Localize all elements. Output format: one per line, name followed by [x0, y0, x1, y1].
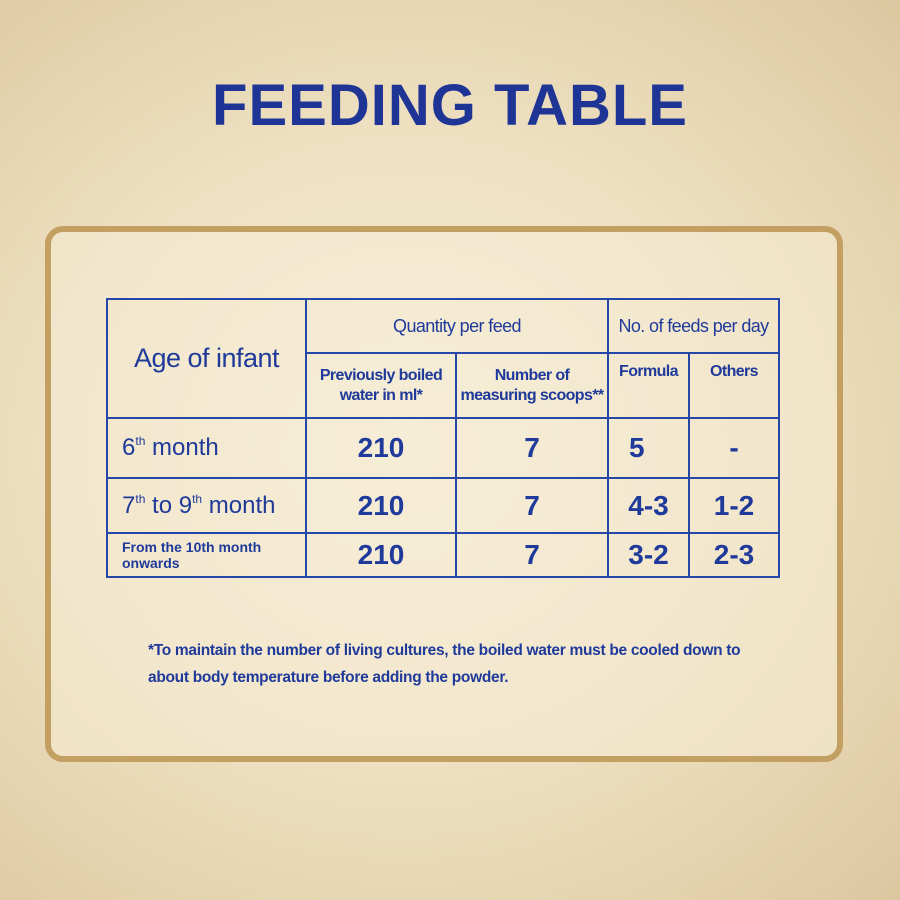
footnote: *To maintain the number of living cultur… [148, 642, 741, 686]
superscript: th [135, 434, 146, 448]
others-cell: 1-2 [688, 477, 780, 534]
age-text: to 9 [145, 491, 193, 519]
table-row: From the 10th month onwards 210 7 3-2 2-3 [106, 532, 780, 578]
age-cell: 6th month [106, 417, 307, 479]
scoops-cell: 7 [455, 532, 609, 578]
age-text: month [202, 491, 276, 519]
header-feeds: No. of feeds per day [607, 298, 780, 354]
others-cell: - [688, 417, 780, 479]
formula-cell: 4-3 [607, 477, 690, 534]
header-formula: Formula [607, 352, 690, 419]
formula-cell: 3-2 [607, 532, 690, 578]
header-quantity: Quantity per feed [305, 298, 609, 354]
age-cell: From the 10th month onwards [106, 532, 307, 578]
water-cell: 210 [305, 477, 457, 534]
scoops-cell: 7 [455, 477, 609, 534]
superscript: th [192, 491, 203, 506]
formula-cell: 5 [607, 417, 690, 479]
scoops-cell: 7 [455, 417, 609, 479]
age-text: month [145, 434, 219, 461]
age-text: From the 10th month onwards [122, 539, 262, 571]
title: FEEDING TABLE [212, 73, 688, 138]
others-cell: 2-3 [688, 532, 780, 578]
feeding-table: Age of infant Quantity per feed No. of f… [106, 298, 780, 578]
header-scoops: Number of measuring scoops** [455, 352, 609, 419]
age-text: 6 [122, 434, 136, 461]
table-row: 6th month 210 7 5- [106, 417, 780, 479]
water-cell: 210 [305, 417, 457, 479]
water-cell: 210 [305, 532, 457, 578]
header-age: Age of infant [106, 298, 307, 419]
superscript: th [135, 491, 146, 506]
header-others: Others [688, 352, 780, 419]
table-row: 7th to 9th month 210 7 4-3 1-2 [106, 477, 780, 534]
age-text: 7 [122, 491, 136, 519]
header-water: Previously boiled water in ml* [305, 352, 457, 419]
age-cell: 7th to 9th month [106, 477, 307, 534]
